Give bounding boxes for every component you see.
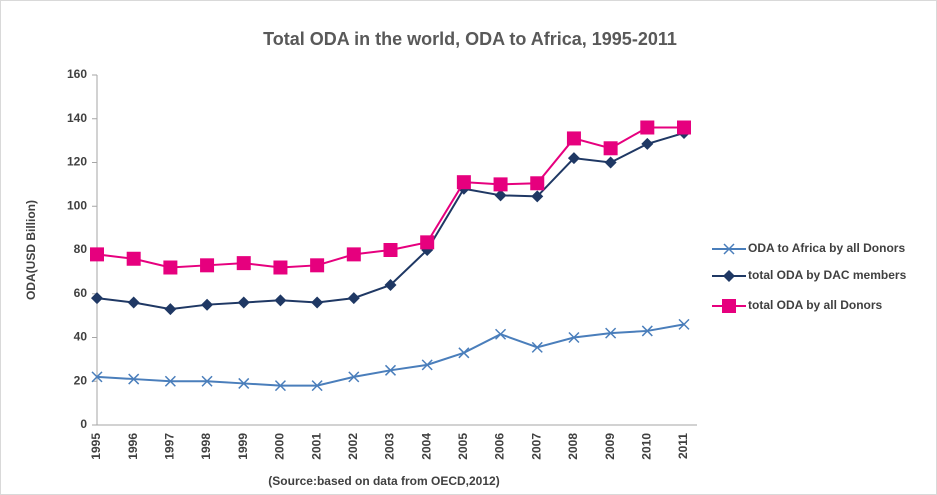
data-point bbox=[383, 243, 398, 257]
data-point bbox=[530, 176, 545, 191]
data-point bbox=[310, 258, 325, 273]
data-point bbox=[605, 327, 617, 339]
data-point bbox=[237, 296, 250, 309]
x-tick-label: 1999 bbox=[236, 433, 250, 460]
data-point bbox=[91, 292, 103, 305]
x-tick-label: 2010 bbox=[639, 433, 653, 460]
data-point bbox=[458, 347, 470, 359]
data-point bbox=[641, 137, 654, 150]
x-tick-label: 2009 bbox=[603, 433, 617, 460]
legend-marker bbox=[723, 270, 735, 282]
data-point bbox=[456, 175, 471, 190]
y-tick-label: 0 bbox=[80, 417, 87, 431]
data-point bbox=[273, 260, 288, 275]
data-point bbox=[200, 258, 215, 273]
data-point bbox=[531, 341, 543, 353]
data-point bbox=[493, 177, 508, 192]
data-point bbox=[274, 380, 286, 392]
x-tick-label: 1998 bbox=[199, 433, 213, 460]
x-tick-label: 2004 bbox=[419, 433, 433, 460]
legend-marker bbox=[723, 243, 735, 255]
data-point bbox=[420, 235, 435, 250]
data-point bbox=[236, 256, 251, 271]
data-point bbox=[91, 371, 103, 383]
data-point bbox=[641, 325, 653, 337]
data-point bbox=[384, 279, 397, 291]
data-point bbox=[128, 373, 140, 385]
y-tick-label: 100 bbox=[67, 198, 87, 212]
data-point bbox=[531, 190, 544, 203]
x-tick-label: 2001 bbox=[309, 433, 323, 460]
source-note: (Source:based on data from OECD,2012) bbox=[268, 474, 499, 488]
data-point bbox=[495, 328, 507, 340]
data-point bbox=[347, 292, 360, 305]
y-tick-label: 60 bbox=[74, 286, 88, 300]
y-tick-label: 80 bbox=[74, 242, 88, 256]
x-tick-label: 2006 bbox=[493, 433, 507, 460]
data-point bbox=[384, 364, 397, 376]
y-tick-label: 160 bbox=[67, 67, 87, 81]
x-tick-label: 2011 bbox=[676, 433, 690, 459]
data-point bbox=[678, 318, 690, 330]
data-point bbox=[274, 294, 287, 307]
x-tick-label: 2005 bbox=[456, 433, 470, 460]
x-tick-label: 2007 bbox=[529, 433, 543, 460]
data-point bbox=[201, 298, 214, 311]
data-point bbox=[603, 141, 618, 156]
data-point bbox=[163, 260, 178, 275]
data-point bbox=[604, 156, 617, 169]
data-point bbox=[677, 120, 691, 135]
x-tick-label: 1997 bbox=[163, 433, 177, 460]
data-point bbox=[640, 120, 655, 135]
data-point bbox=[164, 375, 176, 387]
legend-marker bbox=[722, 299, 736, 313]
data-point bbox=[238, 377, 250, 389]
y-tick-label: 20 bbox=[74, 373, 88, 387]
data-point bbox=[90, 247, 104, 262]
data-point bbox=[346, 247, 361, 262]
data-point bbox=[311, 296, 324, 309]
data-point bbox=[164, 303, 177, 316]
data-point bbox=[348, 371, 360, 383]
y-tick-label: 40 bbox=[74, 330, 88, 344]
data-point bbox=[567, 152, 580, 165]
y-axis-label: ODA(USD Billion) bbox=[24, 200, 38, 300]
x-tick-label: 2002 bbox=[346, 433, 360, 460]
x-tick-label: 1995 bbox=[89, 433, 103, 460]
legend-label: ODA to Africa by all Donors bbox=[748, 241, 905, 255]
legend-label: total ODA by DAC members bbox=[748, 268, 907, 282]
y-tick-label: 120 bbox=[67, 155, 87, 169]
data-point bbox=[126, 251, 141, 266]
x-tick-label: 1996 bbox=[126, 433, 140, 460]
data-point bbox=[311, 380, 323, 392]
x-tick-label: 2003 bbox=[383, 433, 397, 460]
data-point bbox=[566, 131, 581, 146]
data-point bbox=[421, 359, 433, 371]
y-tick-label: 140 bbox=[67, 111, 87, 125]
data-point bbox=[127, 296, 140, 309]
chart-title: Total ODA in the world, ODA to Africa, 1… bbox=[263, 29, 677, 49]
x-tick-label: 2008 bbox=[566, 433, 580, 460]
x-tick-label: 2000 bbox=[273, 433, 287, 460]
data-point bbox=[201, 375, 213, 387]
legend-label: total ODA by all Donors bbox=[748, 298, 883, 312]
data-point bbox=[494, 189, 507, 202]
data-point bbox=[568, 331, 580, 344]
